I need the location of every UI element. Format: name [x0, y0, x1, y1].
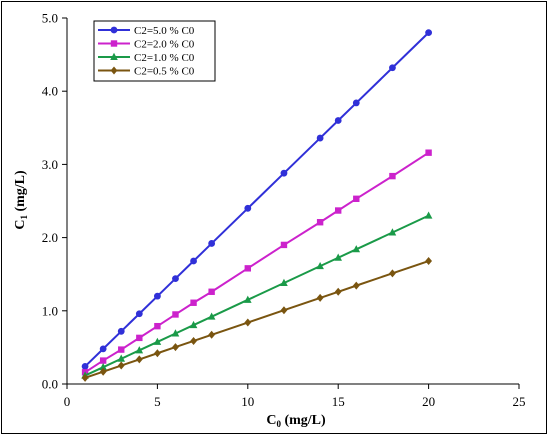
y-tick-label: 0.0 [42, 377, 58, 392]
series-4-point [99, 367, 107, 376]
series-line-1 [84, 31, 430, 368]
legend-marker-4 [110, 66, 118, 75]
series-4-point [425, 257, 432, 266]
series-1-point [117, 327, 125, 335]
series-1-point [172, 275, 179, 282]
legend-label-2: C2=2.0 % C0 [134, 39, 195, 51]
series-2-point [280, 241, 288, 249]
legend-marker-1 [110, 26, 118, 34]
series-2-point [208, 288, 215, 295]
x-tick-label: 0 [64, 394, 71, 409]
series-4-point [244, 318, 252, 327]
series-2-point [190, 299, 197, 306]
series-2-point [118, 346, 125, 353]
legend-marker-2 [110, 40, 118, 47]
y-axis-title-unit: (mg/L) [13, 170, 28, 215]
series-1-point [99, 345, 107, 353]
series-4-point [389, 269, 396, 278]
series-3-point [244, 295, 252, 303]
series-3-point [280, 278, 288, 286]
series-2-point [316, 219, 324, 226]
series-1-point [154, 292, 161, 300]
series-3-point [171, 329, 180, 337]
y-tick-label: 5.0 [42, 11, 58, 26]
y-axis-title-main: C [13, 220, 28, 230]
series-4-point [117, 361, 125, 370]
x-axis-title-sub: 0 [276, 419, 281, 429]
series-4-point [154, 349, 161, 358]
series-3-point [117, 354, 126, 362]
series-4-point [280, 306, 288, 315]
series-line-4 [84, 260, 429, 379]
x-tick-label: 25 [513, 394, 526, 409]
series-4-point [190, 336, 197, 345]
series-1-point [352, 99, 360, 107]
x-tick-label: 20 [422, 394, 435, 409]
series-4-point [135, 355, 143, 364]
series-1-point [389, 64, 396, 72]
series-3-point [189, 320, 198, 329]
series-2-point [389, 172, 396, 180]
y-tick-label: 3.0 [42, 157, 58, 172]
series-1-point [81, 363, 89, 370]
series-4-point [81, 373, 89, 382]
series-3-point [153, 337, 162, 345]
series-3-point [99, 362, 107, 371]
series-2-point [99, 357, 107, 364]
series-3-point [135, 346, 144, 354]
series-4-point [208, 330, 216, 339]
series-1-point [208, 240, 216, 247]
series-1-point [425, 29, 432, 37]
x-axis-title: C0 (mg/L) [266, 413, 326, 429]
series-3-point [388, 228, 397, 236]
series-1-point [190, 257, 197, 265]
series-4-point [334, 287, 342, 296]
series-4-point [316, 293, 324, 302]
series-2-point [353, 195, 360, 203]
y-tick-label: 4.0 [42, 84, 58, 99]
y-axis-title-sub: 1 [19, 215, 29, 220]
x-tick-label: 10 [241, 394, 254, 409]
series-2-point [425, 149, 432, 156]
x-tick-label: 15 [332, 394, 345, 409]
series-1-point [135, 310, 143, 318]
series-1-point [244, 204, 252, 212]
y-axis-title: C1 (mg/L) [13, 170, 29, 230]
series-2-point [154, 322, 161, 330]
plot-area: 0.0 1.0 2.0 3.0 4.0 5.0 0 5 10 15 20 25 [42, 11, 526, 410]
series-2-point [172, 311, 179, 318]
series-2-point [136, 334, 143, 342]
legend-label-3: C2=1.0 % C0 [134, 52, 195, 64]
series-1-point [280, 169, 288, 177]
series-3-point [207, 312, 216, 320]
x-axis-title-unit: (mg/L) [281, 413, 326, 428]
series-4-point [172, 343, 179, 352]
series-4-point [352, 281, 360, 290]
series-2-point [335, 207, 342, 214]
legend-marker-3 [110, 52, 118, 60]
y-tick-label: 2.0 [42, 230, 58, 245]
legend-label-4: C2=0.5 % C0 [134, 66, 195, 78]
legend-label-1: C2=5.0 % C0 [134, 25, 195, 37]
series-3-point [334, 253, 342, 261]
x-tick-label: 5 [154, 394, 161, 409]
x-axis-title-main: C [266, 413, 276, 428]
series-1-point [334, 117, 342, 124]
series-3-point [352, 245, 361, 253]
series-1-point [316, 134, 324, 142]
y-tick-label: 1.0 [42, 303, 58, 318]
series-3-point [424, 211, 433, 219]
series-2-point [244, 265, 251, 272]
series-3-point [316, 261, 324, 270]
